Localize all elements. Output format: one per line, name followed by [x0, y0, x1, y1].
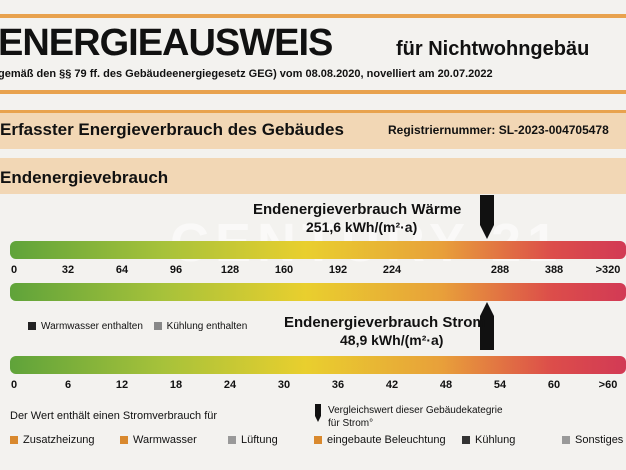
tick-label: 48	[439, 379, 453, 391]
footer-item-label: Zusatzheizung	[23, 434, 95, 446]
rule	[0, 90, 626, 94]
power-value: 48,9 kWh/(m²·a)	[340, 332, 444, 348]
scale-bar	[10, 356, 626, 374]
title: ENERGIEAUSWEIS	[0, 22, 333, 64]
tick-label: >320	[595, 264, 621, 276]
footer-item: Lüftung	[228, 434, 278, 446]
compare-marker	[315, 404, 321, 422]
compare-line: Vergleichswert dieser Gebäudekategrie	[328, 405, 503, 416]
registry-number: Registriernummer: SL-2023-004705478	[388, 123, 609, 137]
heat-label: Endenergieverbrauch Wärme	[253, 201, 462, 218]
legal-note: gemäß den §§ 79 ff. des Gebäudeenergiege…	[0, 68, 493, 80]
rule	[0, 110, 626, 113]
tick-label: 96	[169, 264, 183, 276]
tick-label: >60	[598, 379, 618, 391]
legend-item: Kühlung enthalten	[166, 321, 248, 332]
footer-item: Sonstiges	[562, 434, 623, 446]
tick-label: 32	[61, 264, 75, 276]
tick-label: 224	[382, 264, 402, 276]
compare-note: Vergleichswert dieser Gebäudekategrie fü…	[328, 404, 503, 430]
tick-label: 24	[223, 379, 237, 391]
footer-item-label: Kühlung	[475, 434, 516, 446]
heat-arrow	[480, 195, 494, 239]
tick-label: 12	[115, 379, 129, 391]
scale-bar	[10, 241, 626, 259]
footer-note: Der Wert enthält einen Stromverbrauch fü…	[10, 410, 218, 422]
section-title: Erfasster Energieverbrauch des Gebäudes	[0, 120, 344, 139]
scale-bar	[10, 283, 626, 301]
tick-label: 18	[169, 379, 183, 391]
rule	[0, 14, 626, 18]
footer-item: Kühlung	[462, 434, 515, 446]
footer-item-label: Sonstiges	[575, 434, 624, 446]
heat-value: 251,6 kWh/(m²·a)	[306, 219, 418, 235]
footer-item: eingebaute Beleuchtung	[314, 434, 446, 446]
footer-item-label: Warmwasser	[133, 434, 197, 446]
legend-item: Warmwasser enthalten	[41, 321, 143, 332]
tick-label: 0	[10, 379, 18, 391]
bullet	[228, 436, 236, 445]
footer-item: Warmwasser	[120, 434, 197, 446]
tick-label: 30	[277, 379, 291, 391]
section-band	[0, 113, 626, 149]
tick-label: 64	[115, 264, 129, 276]
tick-label: 128	[220, 264, 240, 276]
tick-label: 54	[493, 379, 507, 391]
bullet	[10, 436, 18, 445]
power-arrow	[480, 302, 494, 350]
tick-label: 388	[544, 264, 564, 276]
tick-label: 60	[547, 379, 561, 391]
subsection-band	[0, 158, 626, 194]
footer-item: Zusatzheizung	[10, 434, 95, 446]
bullet	[120, 436, 128, 445]
legend: Warmwasser enthalten Kühlung enthalten	[28, 321, 247, 332]
tick-label: 288	[490, 264, 510, 276]
tick-label: 160	[274, 264, 294, 276]
bullet	[562, 436, 570, 445]
power-label: Endenergieverbrauch Strom	[284, 314, 486, 331]
tick-label: 6	[64, 379, 72, 391]
compare-line: für Strom°	[328, 418, 374, 429]
bullet	[314, 436, 322, 445]
footer-item-label: Lüftung	[241, 434, 278, 446]
bullet	[462, 436, 470, 445]
tick-label: 0	[10, 264, 18, 276]
tick-label: 36	[331, 379, 345, 391]
tick-label: 42	[385, 379, 399, 391]
footer-item-label: eingebaute Beleuchtung	[327, 434, 446, 446]
subsection-title: Endenergievebrauch	[0, 168, 169, 187]
subtitle: für Nichtwohngebäu	[396, 38, 590, 60]
tick-label: 192	[328, 264, 348, 276]
